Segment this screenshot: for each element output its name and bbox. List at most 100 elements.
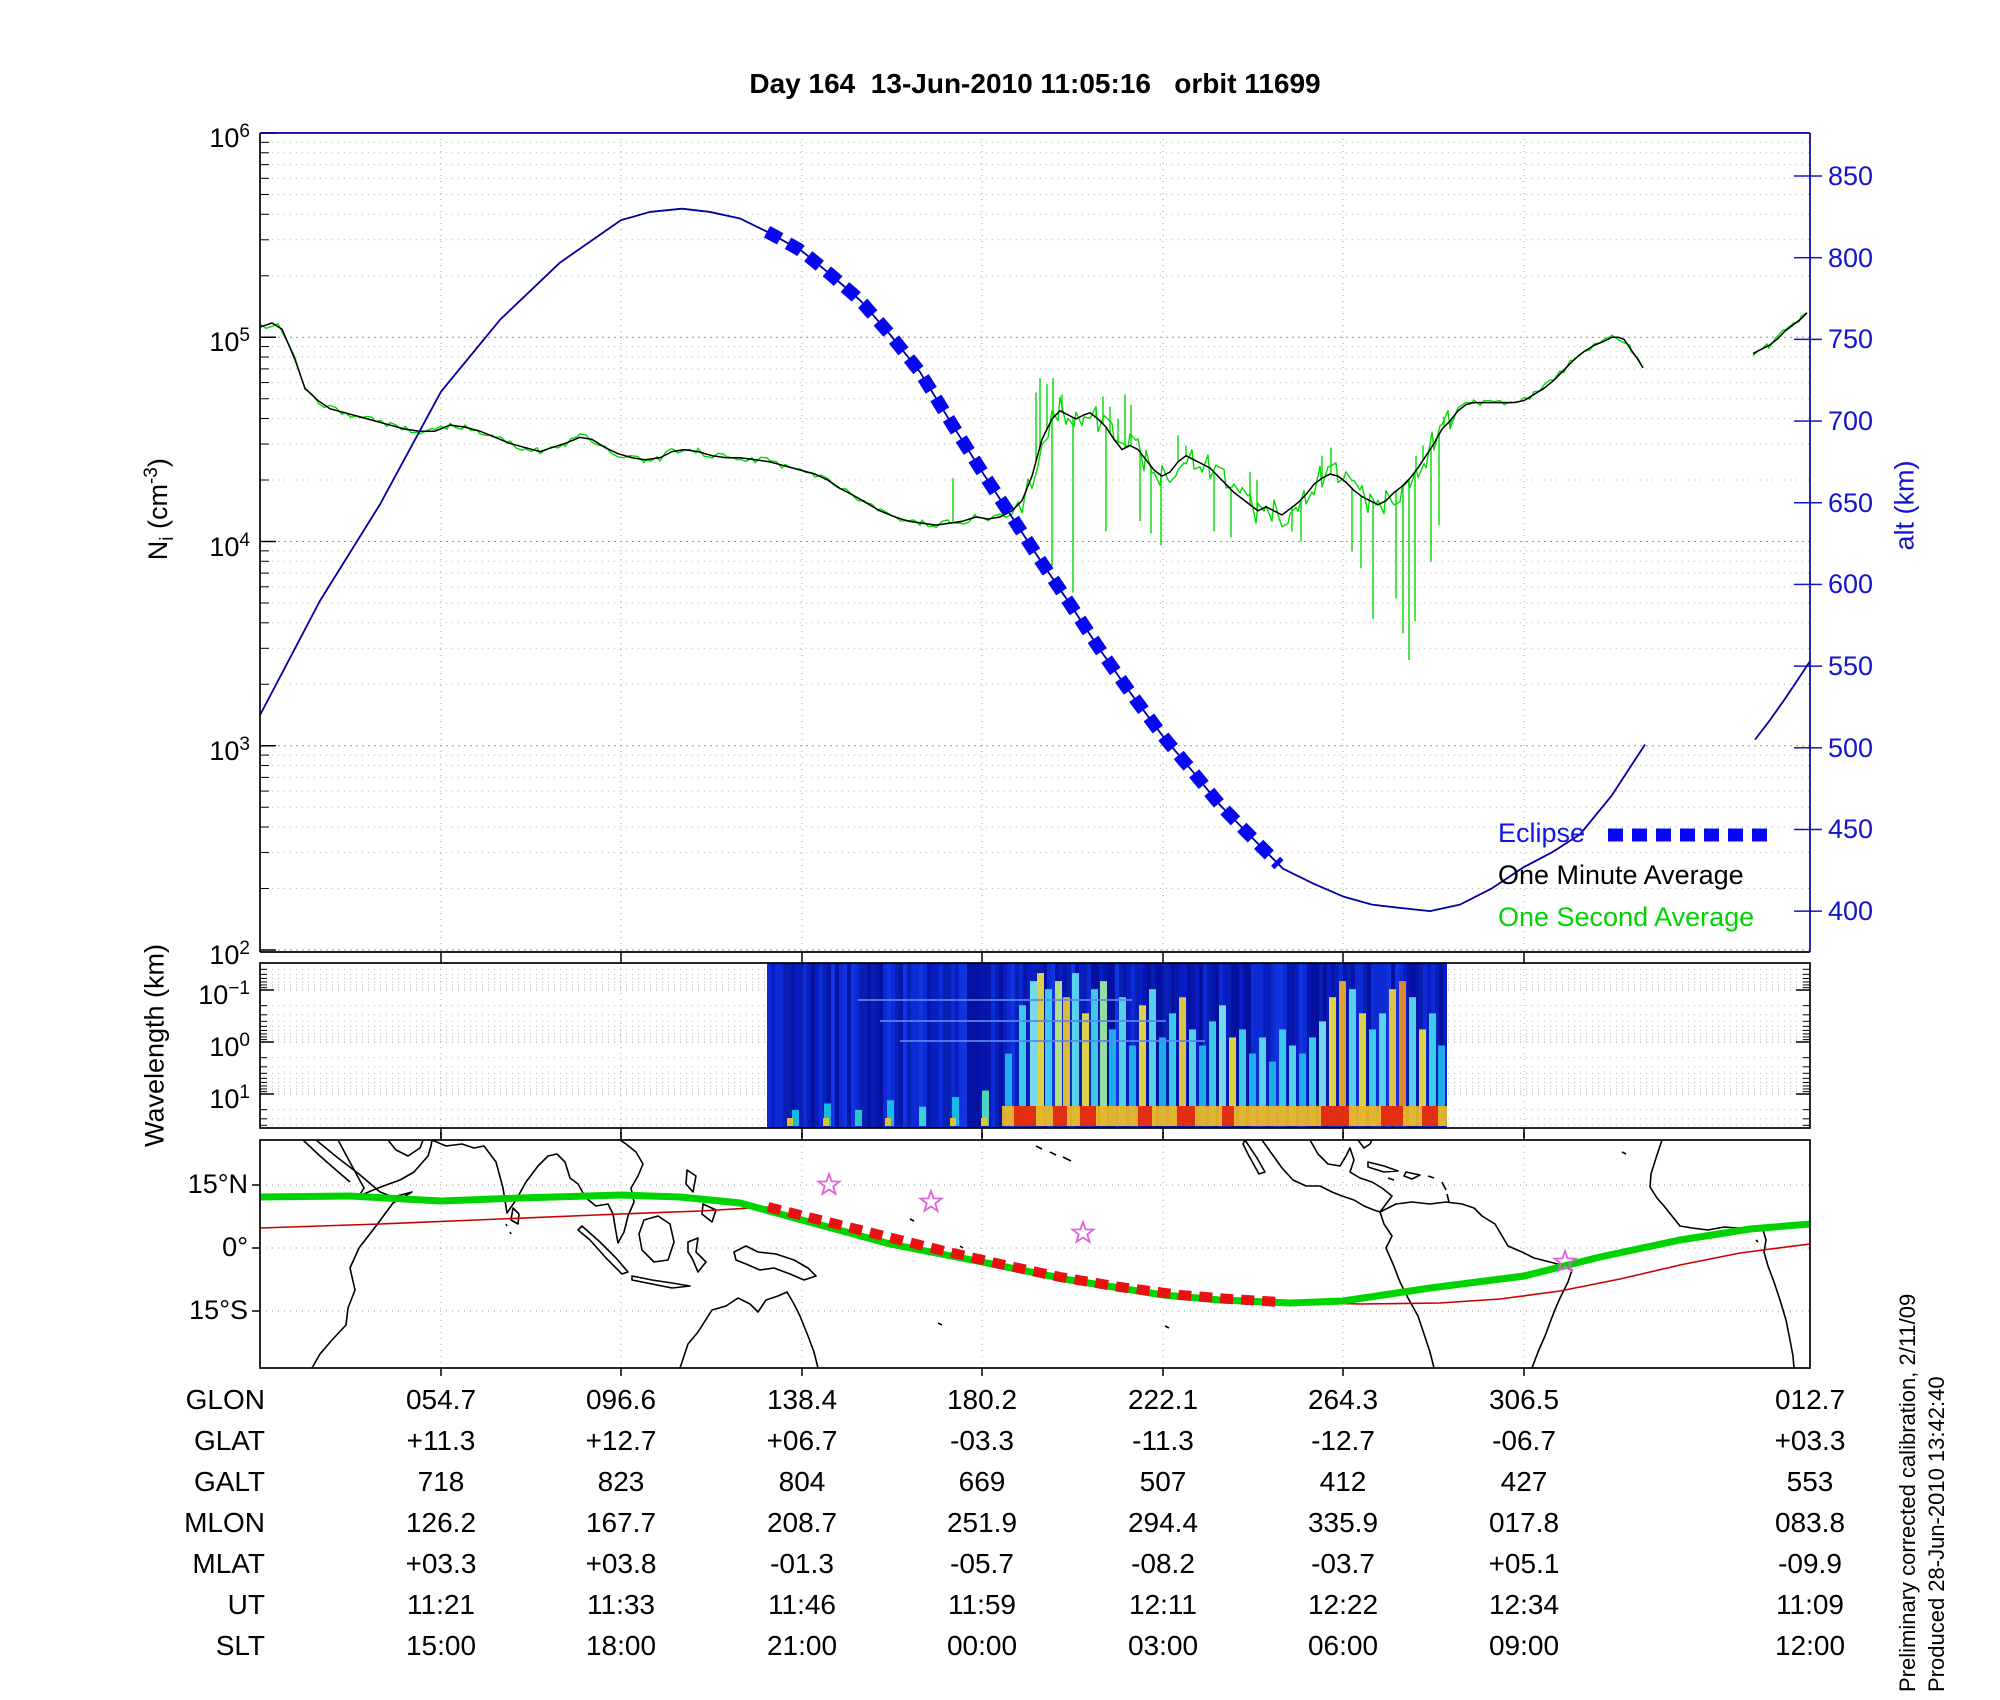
heatmap-cell — [1011, 963, 1015, 1128]
heatmap-cell — [915, 963, 919, 1128]
table-cell: 427 — [1500, 1466, 1548, 1497]
latitude-tick-label: 0° — [222, 1232, 248, 1262]
heatmap-cell — [1249, 1053, 1256, 1126]
heatmap-cell — [1199, 1045, 1206, 1126]
heatmap-cell — [1369, 1029, 1376, 1126]
table-cell: 15:00 — [405, 1630, 477, 1661]
table-cell: 335.9 — [1307, 1507, 1379, 1538]
heatmap-cell — [891, 963, 895, 1128]
heatmap-cell — [815, 963, 819, 1128]
map-orbit-track — [260, 1191, 1810, 1307]
heatmap-cell — [885, 1118, 891, 1126]
heatmap-cell — [819, 963, 823, 1128]
heatmap-cell — [981, 1118, 987, 1126]
table-cell: 12:00 — [1774, 1630, 1846, 1661]
heatmap-cell — [867, 963, 871, 1128]
footnote-line-2: Produced 28-Jun-2010 13:42:40 — [1924, 1376, 1949, 1692]
table-cell: -03.3 — [950, 1425, 1014, 1456]
heatmap-cell — [799, 963, 803, 1128]
heatmap-cell — [1045, 989, 1052, 1126]
heatmap-cell — [899, 963, 903, 1128]
heatmap-cell — [963, 963, 967, 1128]
heatmap-cell — [903, 963, 907, 1128]
map-coastline — [302, 1140, 1795, 1368]
heatmap-cell — [795, 963, 799, 1128]
heatmap-cell — [887, 1100, 894, 1126]
heatmap-cell — [1175, 963, 1179, 1128]
heatmap-cell — [1222, 1106, 1234, 1126]
heatmap-cell — [1115, 963, 1119, 1128]
heatmap-cell — [975, 963, 979, 1128]
table-cell: 208.7 — [766, 1507, 838, 1538]
density-tick-label: 104 — [209, 529, 250, 562]
table-row-label: UT — [227, 1589, 265, 1620]
heatmap-cell — [839, 963, 843, 1128]
table-cell: 054.7 — [405, 1384, 477, 1415]
heatmap-cell — [827, 963, 831, 1128]
table-cell: 222.1 — [1127, 1384, 1199, 1415]
heatmap-cell — [911, 963, 915, 1128]
heatmap-cell — [1149, 989, 1156, 1126]
heatmap-cell — [1359, 1013, 1366, 1126]
heatmap-cell — [767, 963, 771, 1128]
y-axis-label-density: Ni (cm-3) — [140, 458, 179, 561]
heatmap-cell — [1239, 1029, 1246, 1126]
table-cell: 083.8 — [1774, 1507, 1846, 1538]
table-cell: 03:00 — [1127, 1630, 1199, 1661]
heatmap-cell — [1030, 981, 1037, 1126]
heatmap-cell — [1303, 963, 1307, 1128]
heatmap-cell — [1005, 1053, 1012, 1126]
heatmap-cell — [1381, 1106, 1403, 1126]
heatmap-cell — [887, 963, 891, 1128]
table-cell: 669 — [958, 1466, 1006, 1497]
table-cell: 12:22 — [1307, 1589, 1379, 1620]
table-cell: +03.3 — [1774, 1425, 1846, 1456]
heatmap-cell — [847, 963, 851, 1128]
heatmap-cell — [1349, 989, 1356, 1126]
table-cell: 11:09 — [1776, 1589, 1844, 1620]
heatmap-cell — [1247, 963, 1251, 1128]
heatmap-cell — [1053, 1106, 1067, 1126]
heatmap-cell — [1235, 963, 1239, 1128]
heatmap-cell — [771, 963, 775, 1128]
heatmap-cell — [1179, 997, 1186, 1126]
table-cell: 804 — [778, 1466, 826, 1497]
heatmap-cell — [823, 963, 827, 1128]
heatmap-cell — [855, 963, 859, 1128]
table-cell: 012.7 — [1774, 1384, 1846, 1415]
altitude-tick-label: 600 — [1828, 569, 1874, 600]
heatmap-cell — [959, 963, 963, 1128]
heatmap-cell — [811, 963, 815, 1128]
wavelength-tick-label: 10−1 — [198, 978, 250, 1010]
heatmap-cell — [791, 963, 795, 1128]
altitude-tick-label: 800 — [1828, 242, 1874, 273]
heatmap-cell — [1215, 963, 1219, 1128]
heatmap-cell — [1271, 963, 1275, 1128]
heatmap-cell — [875, 963, 879, 1128]
one-minute-average-line — [259, 322, 1644, 526]
density-tick-label: 106 — [209, 121, 250, 153]
spectrogram-frame — [259, 962, 1811, 1129]
heatmap-cell — [1389, 989, 1396, 1126]
table-cell: +11.3 — [406, 1425, 476, 1456]
altitude-tick-label: 450 — [1828, 814, 1874, 845]
heatmap-cell — [1415, 963, 1419, 1128]
heatmap-cell — [1159, 1037, 1166, 1126]
table-cell: 11:59 — [948, 1589, 1016, 1620]
table-cell: -12.7 — [1311, 1425, 1375, 1456]
altitude-tick-label: 850 — [1828, 161, 1874, 191]
table-cell: 251.9 — [946, 1507, 1018, 1538]
production-footnote: Preliminary corrected calibration, 2/11/… — [1893, 1294, 1951, 1692]
heatmap-cell — [1100, 981, 1107, 1126]
table-cell: +06.7 — [766, 1425, 838, 1456]
heatmap-cell — [1007, 963, 1011, 1128]
table-cell: -11.3 — [1132, 1425, 1194, 1456]
wavelength-tick-label: 101 — [209, 1082, 250, 1114]
altitude-tick-label: 550 — [1828, 651, 1874, 682]
map-group — [260, 1140, 1810, 1368]
heatmap-cell — [1329, 997, 1336, 1126]
heatmap-cell — [1015, 963, 1019, 1128]
heatmap-cell — [1319, 1021, 1326, 1126]
one-minute-average-line — [1752, 312, 1808, 355]
